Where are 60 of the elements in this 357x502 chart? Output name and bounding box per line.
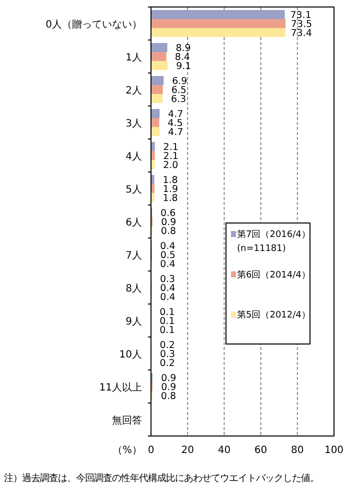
data-label: 0.1 <box>160 307 175 318</box>
x-tick-label: 40 <box>218 445 231 456</box>
data-label: 0.6 <box>160 208 176 219</box>
data-label: 4.5 <box>168 118 183 129</box>
data-label: 0.1 <box>160 325 175 336</box>
legend-label: 第6回（2014/4） <box>237 269 310 280</box>
data-label: 0.9 <box>161 382 176 393</box>
data-label: 0.3 <box>160 349 176 360</box>
data-label: 0.4 <box>160 259 176 270</box>
data-label: 2.1 <box>163 151 178 162</box>
data-label: 8.9 <box>176 43 191 54</box>
x-axis-title: （%） <box>112 445 142 456</box>
data-label: 0.8 <box>160 226 176 237</box>
data-label: 8.4 <box>174 52 190 63</box>
x-tick-label: 0 <box>148 445 154 456</box>
y-tick-label: 6人 <box>126 218 142 228</box>
data-label: 0.4 <box>160 283 176 294</box>
data-label: 73.5 <box>290 19 312 30</box>
data-label: 1.8 <box>162 175 178 186</box>
y-tick-label: 5人 <box>126 184 142 196</box>
data-label: 0.8 <box>160 391 176 402</box>
y-tick-label: 3人 <box>126 118 142 130</box>
data-label: 0.1 <box>160 316 175 327</box>
data-label: 6.9 <box>172 76 188 87</box>
y-tick-label: 無回答 <box>112 414 142 426</box>
y-tick-label: 2人 <box>126 86 142 96</box>
data-label: 0.4 <box>160 292 176 303</box>
x-tick-label: 80 <box>291 445 304 456</box>
y-tick-label: 8人 <box>126 284 142 294</box>
data-label: 1.9 <box>162 184 178 195</box>
y-tick-label: 0人（贈っていない） <box>46 18 142 30</box>
y-tick-label: 4人 <box>126 152 142 162</box>
y-tick-label: 11人以上 <box>99 382 142 394</box>
data-label: 2.0 <box>163 160 178 171</box>
x-tick-label: 60 <box>254 445 268 456</box>
y-tick-label: 1人 <box>126 52 142 64</box>
data-label: 0.2 <box>160 358 175 369</box>
data-label: 0.9 <box>161 373 176 384</box>
data-label: 73.1 <box>290 10 312 21</box>
data-label: 2.1 <box>163 142 178 153</box>
data-label: 73.4 <box>290 28 312 39</box>
data-label: 0.4 <box>160 241 176 252</box>
y-tick-label: 9人 <box>126 316 142 328</box>
legend-label: 第7回（2016/4） (n=11181) <box>237 229 310 254</box>
y-tick-label: 10人 <box>119 350 142 360</box>
y-tick-label: 7人 <box>126 250 142 262</box>
data-label: 0.5 <box>160 250 176 261</box>
x-tick-label: 20 <box>181 445 194 456</box>
data-label: 4.7 <box>168 109 184 120</box>
data-label: 0.9 <box>161 217 176 228</box>
x-tick-label: 100 <box>324 445 344 456</box>
text: 注）過去調査は、今回調査の性年代構成比にあわせてウエイトバックした値。 <box>4 473 319 484</box>
data-label: 4.7 <box>168 127 184 138</box>
legend-label: 第5回（2012/4） <box>237 310 310 321</box>
data-label: 6.3 <box>170 94 186 105</box>
data-label: 9.1 <box>176 61 192 72</box>
data-label: 6.5 <box>171 85 186 96</box>
data-label: 1.8 <box>162 193 178 204</box>
data-label: 0.2 <box>160 340 175 351</box>
data-label: 0.3 <box>160 274 176 285</box>
